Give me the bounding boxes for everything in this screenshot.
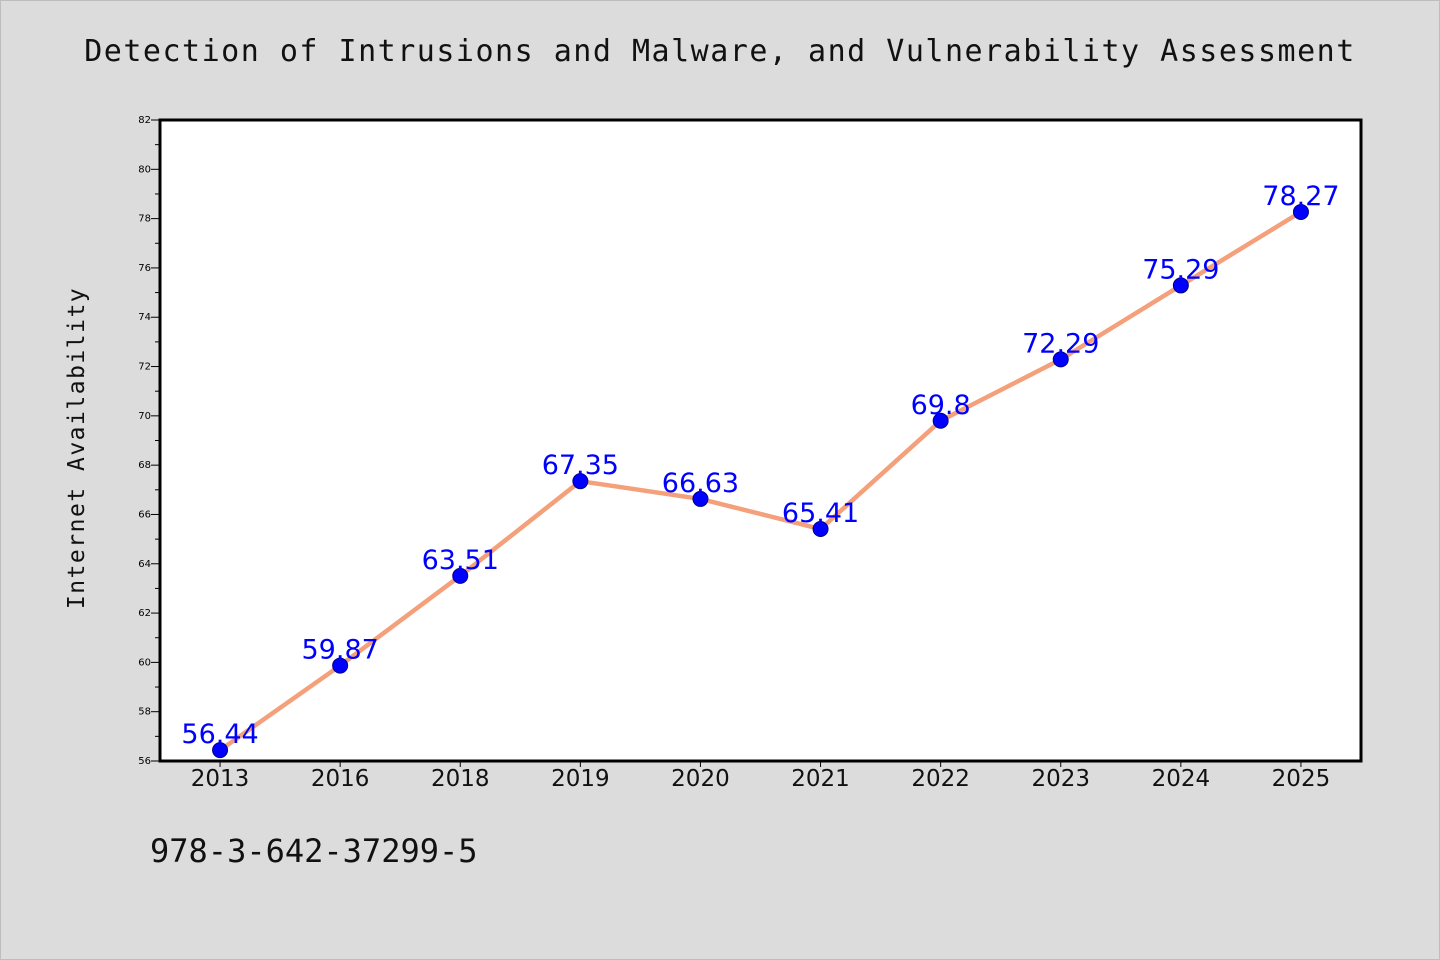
y-tick-label: 56 bbox=[138, 756, 151, 767]
footer-identifier: 978-3-642-37299-5 bbox=[150, 832, 478, 870]
data-point bbox=[932, 412, 949, 429]
x-tick-label: 2022 bbox=[911, 766, 970, 792]
plot-area bbox=[158, 118, 1363, 763]
y-tick-label: 80 bbox=[138, 164, 151, 175]
data-point bbox=[1292, 203, 1309, 220]
x-tick-label: 2018 bbox=[431, 766, 490, 792]
data-point bbox=[692, 490, 709, 507]
data-point bbox=[1052, 351, 1069, 368]
y-tick-label: 76 bbox=[138, 263, 151, 274]
data-label: 69.8 bbox=[911, 390, 971, 421]
y-tick-label: 70 bbox=[138, 411, 151, 422]
x-tick-label: 2019 bbox=[551, 766, 610, 792]
x-tick-label: 2021 bbox=[791, 766, 850, 792]
y-tick-label: 62 bbox=[138, 608, 151, 619]
data-point bbox=[332, 657, 349, 674]
y-tick-label: 60 bbox=[138, 657, 151, 668]
x-tick-label: 2023 bbox=[1031, 766, 1090, 792]
data-point bbox=[452, 567, 469, 584]
data-label: 65.41 bbox=[782, 498, 859, 529]
x-tick-label: 2016 bbox=[311, 766, 370, 792]
data-point bbox=[212, 742, 229, 759]
y-tick-label: 66 bbox=[138, 509, 151, 520]
y-tick-label: 58 bbox=[138, 707, 151, 718]
data-label: 56.44 bbox=[181, 719, 258, 750]
data-label: 66.63 bbox=[662, 468, 739, 499]
data-label: 75.29 bbox=[1142, 254, 1219, 285]
data-point bbox=[1172, 277, 1189, 294]
data-label: 59.87 bbox=[302, 635, 379, 666]
y-tick-label: 72 bbox=[138, 362, 151, 373]
y-tick-label: 68 bbox=[138, 460, 151, 471]
x-tick-label: 2025 bbox=[1272, 766, 1331, 792]
y-tick-label: 74 bbox=[138, 312, 151, 323]
data-label: 72.29 bbox=[1022, 328, 1099, 359]
data-point bbox=[572, 473, 589, 490]
x-tick-label: 2024 bbox=[1152, 766, 1211, 792]
chart-title: Detection of Intrusions and Malware, and… bbox=[84, 34, 1356, 69]
data-label: 78.27 bbox=[1262, 181, 1339, 212]
data-label: 63.51 bbox=[422, 545, 499, 576]
series-line bbox=[217, 209, 1304, 753]
y-tick-label: 82 bbox=[138, 115, 151, 126]
y-tick-label: 64 bbox=[138, 559, 151, 570]
x-tick-label: 2020 bbox=[671, 766, 730, 792]
y-axis-label: Internet Availability bbox=[64, 287, 90, 609]
data-point bbox=[812, 521, 829, 538]
x-tick-label: 2013 bbox=[191, 766, 250, 792]
y-tick-label: 78 bbox=[138, 214, 151, 225]
data-label: 67.35 bbox=[542, 450, 619, 481]
